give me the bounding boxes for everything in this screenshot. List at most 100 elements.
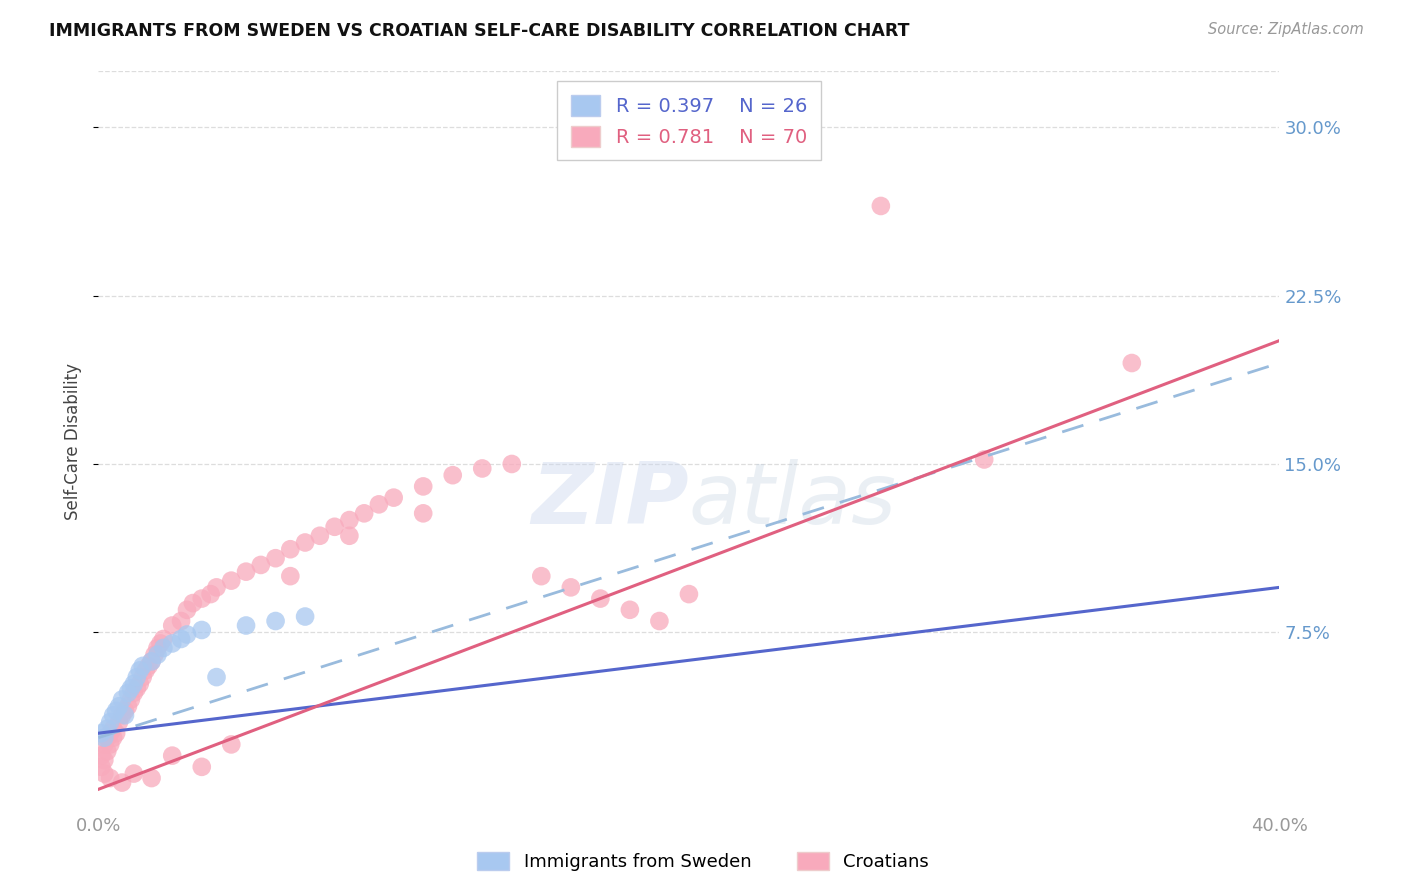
Point [589, 591, 612, 606]
Legend: Immigrants from Sweden, Croatians: Immigrants from Sweden, Croatians [470, 845, 936, 879]
Point [132, 659, 155, 673]
Point [135, 664, 157, 678]
Point [90, 748, 112, 763]
Point [138, 659, 160, 673]
Text: Source: ZipAtlas.com: Source: ZipAtlas.com [1208, 22, 1364, 37]
Point [200, 587, 222, 601]
Point [103, 722, 125, 736]
Point [96, 744, 118, 758]
Point [530, 569, 553, 583]
Legend: R = 0.397    N = 26, R = 0.781    N = 70: R = 0.397 N = 26, R = 0.781 N = 70 [557, 81, 821, 161]
Point [90, 726, 112, 740]
Point [176, 603, 198, 617]
Text: atlas: atlas [689, 459, 897, 542]
Point [973, 452, 995, 467]
Point [152, 632, 174, 646]
Point [90, 760, 112, 774]
Point [205, 580, 228, 594]
Point [141, 654, 163, 668]
Point [382, 491, 405, 505]
Point [170, 614, 193, 628]
Point [294, 609, 316, 624]
Point [264, 551, 287, 566]
Point [560, 580, 582, 594]
Point [141, 771, 163, 785]
Point [162, 748, 183, 763]
Point [412, 506, 434, 520]
Point [250, 558, 273, 572]
Point [96, 722, 118, 736]
Point [111, 692, 134, 706]
Point [111, 775, 134, 789]
Point [471, 461, 494, 475]
Point [146, 640, 169, 655]
Point [98, 771, 121, 785]
Point [191, 760, 214, 774]
Point [128, 664, 150, 678]
Point [114, 708, 136, 723]
Point [105, 704, 128, 718]
Point [205, 670, 228, 684]
Point [1121, 356, 1143, 370]
Point [235, 565, 257, 579]
Point [93, 731, 115, 745]
Point [678, 587, 700, 601]
Point [122, 677, 145, 691]
Point [108, 714, 131, 729]
Y-axis label: Self-Care Disability: Self-Care Disability [65, 363, 83, 520]
Point [221, 574, 243, 588]
Point [93, 753, 115, 767]
Point [280, 569, 302, 583]
Text: IMMIGRANTS FROM SWEDEN VS CROATIAN SELF-CARE DISABILITY CORRELATION CHART: IMMIGRANTS FROM SWEDEN VS CROATIAN SELF-… [49, 22, 910, 40]
Point [221, 738, 243, 752]
Point [191, 623, 214, 637]
Point [103, 731, 125, 745]
Point [114, 704, 136, 718]
Point [339, 529, 361, 543]
Point [120, 692, 142, 706]
Point [441, 468, 464, 483]
Point [108, 699, 131, 714]
Point [105, 726, 128, 740]
Point [294, 535, 316, 549]
Point [176, 627, 198, 641]
Point [125, 681, 148, 696]
Point [122, 686, 145, 700]
Point [143, 648, 166, 662]
Point [648, 614, 671, 628]
Point [501, 457, 523, 471]
Point [149, 636, 172, 650]
Point [162, 618, 183, 632]
Point [619, 603, 641, 617]
Text: ZIP: ZIP [531, 459, 689, 542]
Point [152, 640, 174, 655]
Point [280, 542, 302, 557]
Point [353, 506, 375, 520]
Point [93, 766, 115, 780]
Point [368, 497, 391, 511]
Point [93, 738, 115, 752]
Point [181, 596, 204, 610]
Point [162, 636, 183, 650]
Point [191, 591, 214, 606]
Point [146, 648, 169, 662]
Point [125, 670, 148, 684]
Point [141, 654, 163, 668]
Point [309, 529, 332, 543]
Point [128, 677, 150, 691]
Point [264, 614, 287, 628]
Point [117, 699, 139, 714]
Point [111, 708, 134, 723]
Point [132, 670, 155, 684]
Point [323, 520, 346, 534]
Point [98, 714, 121, 729]
Point [412, 479, 434, 493]
Point [122, 766, 145, 780]
Point [339, 513, 361, 527]
Point [103, 708, 125, 723]
Point [96, 731, 118, 745]
Point [98, 738, 121, 752]
Point [170, 632, 193, 646]
Point [120, 681, 142, 696]
Point [235, 618, 257, 632]
